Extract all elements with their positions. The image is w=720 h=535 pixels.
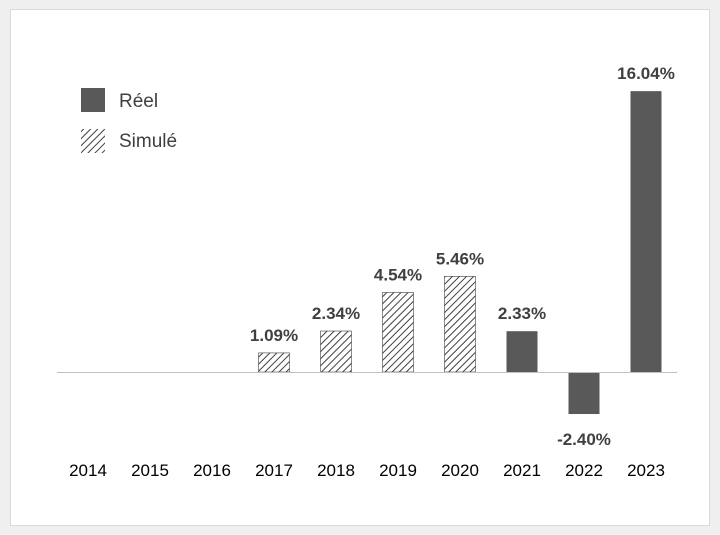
x-axis-tick-labels: 2014 2015 2016 2017 2018 2019 2020 2021 2022 2023 (69, 461, 665, 480)
x-tick-label-2017: 2017 (255, 461, 293, 480)
x-tick-label-2021: 2021 (503, 461, 541, 480)
bar-simule-2018 (320, 330, 352, 373)
x-tick-label-2015: 2015 (131, 461, 169, 480)
x-tick-label-2018: 2018 (317, 461, 355, 480)
chart-area: 1.09% 2.34% 4.54% 5.46% 2.33% -2.40% 16.04% 20… (10, 9, 710, 526)
data-label-2022: -2.40% (557, 430, 611, 449)
data-label-2019: 4.54% (374, 266, 422, 285)
data-label-2020: 5.46% (436, 249, 484, 268)
bar-reel-2021 (506, 331, 538, 372)
bar-reel-2022 (568, 372, 600, 415)
data-label-2018: 2.34% (312, 304, 360, 323)
bar-simule-2017 (258, 352, 290, 373)
data-label-2021: 2.33% (498, 304, 546, 323)
bar-reel-2023 (630, 91, 662, 373)
legend-label-reel: Réel (119, 91, 158, 112)
bar-simule-2020 (444, 276, 476, 373)
x-tick-label-2020: 2020 (441, 461, 479, 480)
legend-swatch-simule (81, 129, 105, 153)
bars-layer (258, 91, 662, 415)
x-tick-label-2019: 2019 (379, 461, 417, 480)
x-tick-label-2014: 2014 (69, 461, 107, 480)
bar-chart: 1.09% 2.34% 4.54% 5.46% 2.33% -2.40% 16.04% 20… (57, 64, 677, 480)
data-label-2017: 1.09% (250, 326, 298, 345)
legend: Réel Simulé (81, 88, 177, 153)
data-labels-layer: 1.09% 2.34% 4.54% 5.46% 2.33% -2.40% 16.04% (250, 64, 675, 449)
legend-swatch-reel (81, 88, 105, 112)
x-tick-label-2022: 2022 (565, 461, 603, 480)
x-tick-label-2016: 2016 (193, 461, 231, 480)
legend-label-simule: Simulé (119, 131, 177, 152)
bar-simule-2019 (382, 292, 414, 373)
x-tick-label-2023: 2023 (627, 461, 665, 480)
data-label-2023: 16.04% (617, 64, 675, 83)
